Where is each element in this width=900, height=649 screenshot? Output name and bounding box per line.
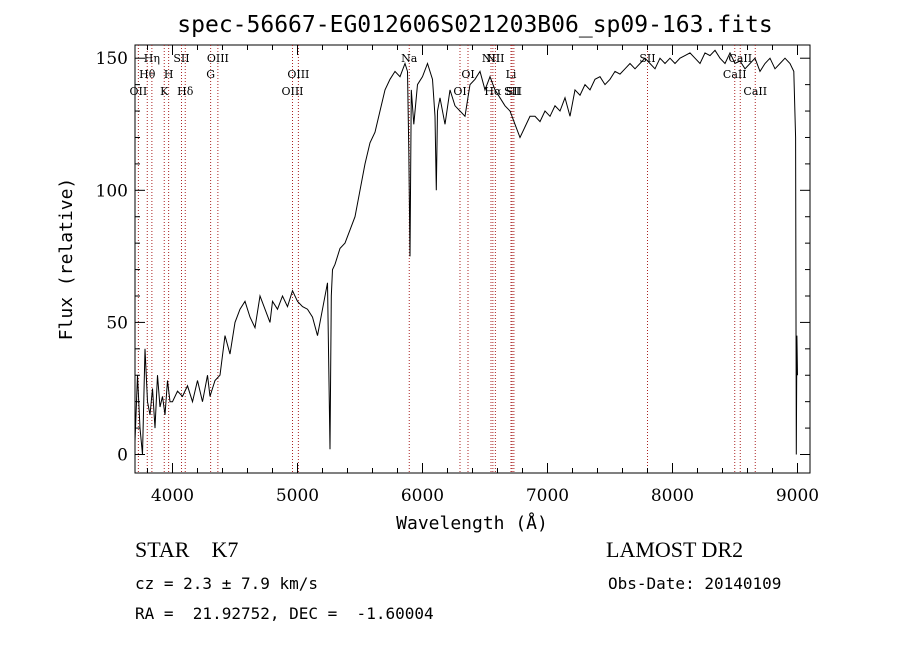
emission-line-label: Li (506, 68, 517, 81)
x-tick-label: 7000 (526, 486, 569, 506)
y-tick-label: 0 (117, 446, 128, 466)
object-classification: STAR K7 (135, 537, 239, 562)
survey-name: LAMOST DR2 (606, 537, 744, 562)
x-tick-label: 5000 (276, 486, 319, 506)
emission-line-label: NII (486, 52, 504, 65)
emission-line-label: SII (504, 85, 520, 98)
observation-date: Obs-Date: 20140109 (608, 574, 782, 593)
spectrum-series-line (134, 49, 798, 455)
x-tick-label: 8000 (651, 486, 694, 506)
y-tick-label: 100 (96, 181, 128, 201)
y-tick-label: 50 (106, 313, 128, 333)
y-tick-label: 150 (96, 49, 128, 69)
emission-line-label: NII (482, 52, 500, 65)
emission-line-markers (137, 45, 756, 473)
emission-line-label: H (164, 68, 174, 81)
plot-frame (134, 44, 811, 474)
emission-line-label: CaII (728, 52, 752, 65)
emission-line-label: OII (130, 85, 148, 98)
emission-line-label: SII (639, 52, 655, 65)
x-tick-label: 4000 (151, 486, 194, 506)
emission-line-label: K (160, 85, 169, 98)
chart-title: spec-56667-EG012606S021203B06_sp09-163.f… (177, 12, 772, 38)
x-axis-ticks: 4000 5000 6000 7000 8000 9000 (147, 45, 819, 506)
y-axis-label: Flux (relative) (56, 178, 77, 341)
emission-line-label: OIII (287, 68, 309, 81)
emission-line-label: Hθ (139, 68, 156, 81)
x-tick-label: 9000 (776, 486, 819, 506)
emission-line-label: OIII (281, 85, 303, 98)
emission-line-labels: OIIHθHηKHSIIHδGOIIIOIIIOIIINaOIOINIIHαNI… (130, 52, 768, 98)
emission-line-label: G (206, 68, 215, 81)
x-axis-label: Wavelength (Å) (396, 512, 548, 534)
emission-line-label: CaII (743, 85, 767, 98)
emission-line-label: CaII (723, 68, 747, 81)
coordinates-readout: RA = 21.92752, DEC = -1.60004 (135, 604, 434, 623)
emission-line-label: Hδ (177, 85, 194, 98)
y-axis-ticks: 0 50 100 150 (96, 49, 810, 466)
emission-line-label: SII (506, 85, 522, 98)
emission-line-label: OI (461, 68, 474, 81)
emission-line-label: OI (453, 85, 466, 98)
redshift-readout: cz = 2.3 ± 7.9 km/s (135, 574, 319, 593)
emission-line-label: SII (173, 52, 189, 65)
emission-line-label: OIII (207, 52, 229, 65)
emission-line-label: Hη (144, 52, 160, 65)
emission-line-label: Na (401, 52, 418, 65)
x-tick-label: 6000 (401, 486, 444, 506)
